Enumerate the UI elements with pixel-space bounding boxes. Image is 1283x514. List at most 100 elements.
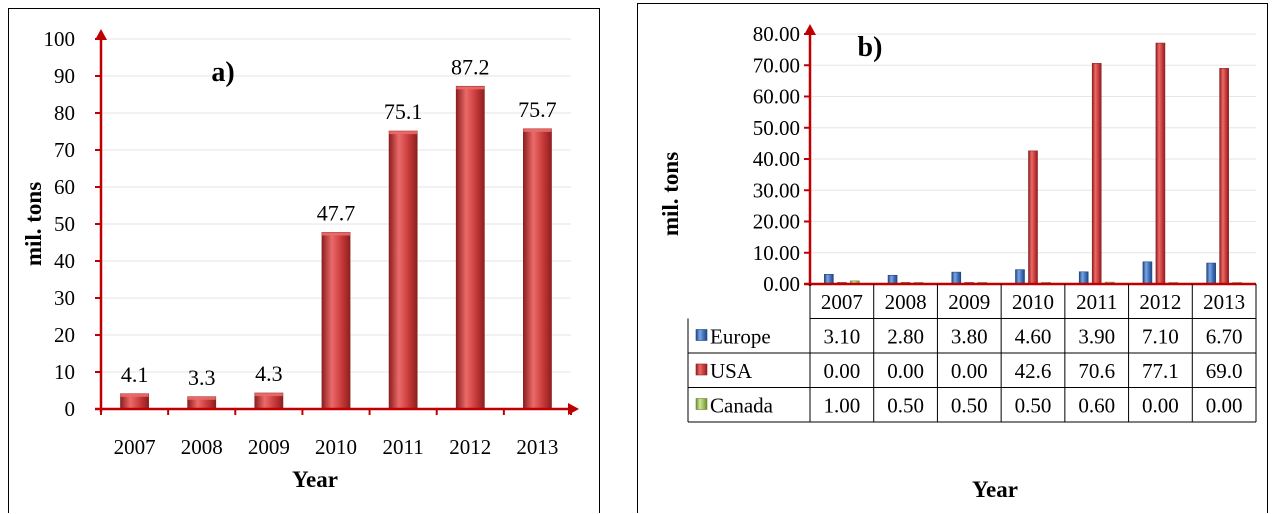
y-tick-label: 10 [54,360,75,384]
x-tick-label: 2013 [516,435,558,459]
bar [321,232,351,410]
y-tick-label: 90 [54,64,75,88]
chart-b-svg: 0.00 10.00 20.00 30.00 40.00 50.00 60.00 70.00 8… [658,22,1257,502]
data-label: 87.2 [451,54,490,79]
legend-key-canada [695,398,708,410]
y-tick-label: 70.00 [753,53,800,77]
table-value: 0.00 [951,359,988,383]
x-tick-label: 2007 [114,435,156,459]
legend-label: Europe [710,325,771,349]
bar [523,128,552,410]
chart-panel-b: 0.00 10.00 20.00 30.00 40.00 50.00 60.00 70.00 8… [637,3,1268,513]
x-tick-label: 2010 [315,435,357,459]
bar-europe [1142,261,1153,285]
table-value: 0.60 [1078,394,1115,418]
table-value: 42.6 [1015,359,1052,383]
y-tick-label: 40.00 [753,147,800,171]
x-tick-label: 2011 [383,435,424,459]
table-value: 0.00 [887,359,924,383]
table-value: 1.00 [823,394,860,418]
y-tick-label: 80 [54,101,75,125]
bar-usa [1028,150,1038,285]
bar-top [456,86,485,90]
data-label: 75.1 [384,99,423,124]
y-tick-label: 50 [54,212,75,236]
table-value: 0.50 [1015,394,1052,418]
y-tick-label: 0 [65,397,76,421]
table-value: 6.70 [1206,325,1243,349]
bar-usa [1219,68,1229,285]
table-value: 70.6 [1078,359,1115,383]
x-tick-label: 2007 [821,290,863,314]
table-value: 3.90 [1078,325,1115,349]
y-tick-label: 60 [54,175,75,199]
x-tick-label: 2012 [1139,290,1181,314]
table-value: 77.1 [1142,359,1179,383]
x-tick-label: 2013 [1203,290,1245,314]
panel-label: b) [858,32,883,63]
y-tick-label: 70 [54,138,75,162]
y-tick-label: 20 [54,323,75,347]
panel-label: a) [211,57,234,88]
x-tick-label: 2008 [181,435,223,459]
x-tick-label: 2008 [885,290,927,314]
y-tick-label: 0.00 [763,272,800,296]
legend-label: USA [710,359,753,383]
bar-top [322,232,350,236]
x-tick-label: 2011 [1076,290,1117,314]
x-tick-label: 2009 [248,435,290,459]
y-tick-label: 50.00 [753,116,800,140]
data-label: 47.7 [317,201,356,226]
x-tick-label: 2009 [948,290,990,314]
bar-usa [1155,42,1166,285]
x-axis-title: Year [972,477,1018,502]
legend-label: Canada [710,394,774,418]
bar-europe [1015,269,1025,285]
bar-top [187,396,216,400]
bar-europe [887,274,898,285]
table-value: 7.10 [1142,325,1179,349]
y-tick-label: 80.00 [753,22,800,46]
table-value: 0.50 [887,394,924,418]
table-value: 3.10 [823,325,860,349]
data-label: 4.1 [121,362,149,387]
table-value: 69.0 [1206,359,1243,383]
y-tick-label: 20.00 [753,210,800,234]
bar-usa [1091,63,1102,285]
x-axis-title: Year [292,467,338,492]
table-value: 3.80 [951,325,988,349]
y-tick-label: 10.00 [753,241,800,265]
y-tick-label: 30.00 [753,178,800,202]
bar [455,85,485,410]
y-tick-label: 100 [44,27,76,51]
bar-top [120,393,149,397]
bar-top [254,393,283,397]
table-value: 4.60 [1015,325,1052,349]
table-value: 0.00 [1206,394,1243,418]
legend-key-usa [695,363,708,376]
data-label: 75.7 [518,97,557,122]
chart-panel-a: 0 10 20 30 40 50 60 70 80 90 100 4.1 2007 3.3 2008 4.3 2… [8,8,600,513]
x-tick-label: 2010 [1012,290,1054,314]
x-axis-arrow [568,403,579,415]
bar-europe [1078,271,1089,285]
chart-a-svg: 0 10 20 30 40 50 60 70 80 90 100 4.1 2007 3.3 2008 4.3 2… [21,27,579,492]
y-axis-title: mil. tons [658,152,683,236]
data-label: 3.3 [188,365,216,390]
bar-europe [1206,262,1216,285]
bar-europe [824,274,834,285]
legend-key-europe [695,329,708,341]
y-axis-arrow [804,24,816,35]
table-value: 2.80 [887,325,924,349]
y-tick-label: 60.00 [753,85,800,109]
bar-top [523,128,552,132]
table-value: 0.00 [823,359,860,383]
y-tick-label: 30 [54,286,75,310]
table-value: 0.50 [951,394,988,418]
bar-europe [951,271,962,285]
y-tick-label: 40 [54,249,75,273]
bar [388,130,418,410]
y-axis-arrow [95,29,107,40]
y-axis-title: mil. tons [21,182,46,266]
x-tick-label: 2012 [449,435,491,459]
